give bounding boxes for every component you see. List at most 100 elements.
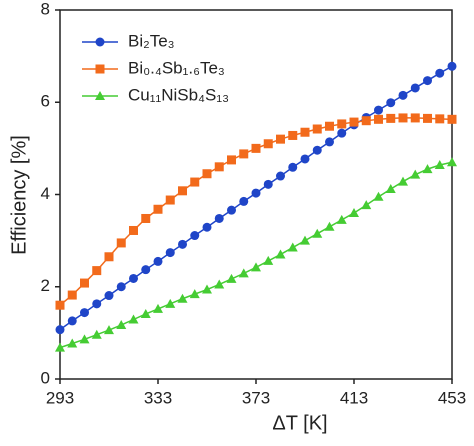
marker: [398, 113, 408, 123]
x-tick-label: 293: [46, 388, 74, 407]
marker: [128, 314, 139, 324]
marker: [275, 249, 286, 259]
marker: [374, 114, 383, 124]
marker: [214, 162, 224, 172]
marker: [129, 225, 138, 235]
marker: [79, 334, 90, 344]
marker: [202, 169, 212, 179]
marker: [140, 308, 151, 318]
marker: [189, 289, 200, 299]
marker: [410, 83, 420, 93]
marker: [398, 176, 408, 186]
marker: [325, 121, 334, 131]
marker: [55, 342, 65, 352]
marker: [374, 105, 383, 115]
marker: [141, 213, 151, 223]
marker: [202, 222, 212, 232]
marker: [67, 338, 78, 348]
marker: [288, 130, 298, 140]
legend-label: Cu₁₁NiSb₄S₁₃: [128, 85, 229, 104]
marker: [165, 298, 176, 308]
marker: [300, 154, 310, 164]
marker: [288, 162, 298, 172]
marker: [312, 124, 322, 134]
marker: [239, 149, 249, 159]
y-tick-label: 0: [41, 368, 50, 387]
marker: [165, 195, 175, 205]
marker: [55, 300, 65, 310]
marker: [263, 139, 273, 149]
marker: [349, 207, 359, 217]
marker: [324, 221, 335, 231]
y-tick-label: 8: [41, 0, 50, 18]
marker: [214, 213, 224, 223]
marker: [336, 214, 347, 224]
marker: [178, 239, 187, 249]
marker: [80, 308, 89, 318]
marker: [214, 279, 225, 289]
marker: [325, 137, 334, 147]
marker: [104, 252, 114, 262]
marker: [263, 255, 274, 265]
marker: [300, 127, 310, 137]
legend-label: Bi₂Te₃: [128, 31, 175, 50]
marker: [435, 68, 445, 78]
marker: [190, 177, 200, 187]
marker: [276, 134, 285, 144]
marker: [422, 164, 433, 174]
marker: [104, 325, 114, 335]
marker: [141, 265, 151, 275]
x-tick-label: 413: [340, 388, 368, 407]
marker: [410, 169, 421, 179]
marker: [80, 278, 89, 288]
marker: [447, 114, 457, 124]
marker: [373, 191, 384, 201]
legend-label: Bi₀.₄Sb₁.₆Te₃: [128, 58, 225, 77]
marker: [227, 155, 236, 165]
marker: [116, 320, 127, 330]
y-axis-label: Efficiency [%]: [8, 135, 30, 255]
marker: [104, 291, 114, 301]
marker: [177, 293, 188, 303]
marker: [67, 290, 77, 300]
marker: [238, 268, 249, 278]
marker: [178, 186, 187, 196]
marker: [67, 316, 77, 326]
marker: [300, 235, 310, 245]
marker: [251, 262, 261, 272]
x-tick-label: 373: [242, 388, 270, 407]
marker: [276, 171, 285, 181]
marker: [153, 303, 163, 313]
marker: [92, 266, 102, 276]
marker: [95, 91, 105, 100]
marker: [116, 238, 126, 248]
marker: [226, 273, 237, 283]
marker: [95, 64, 105, 74]
marker: [386, 98, 396, 108]
marker: [361, 200, 372, 210]
marker: [202, 284, 212, 294]
x-axis-label: ΔT [K]: [272, 412, 327, 434]
x-tick-label: 453: [438, 388, 466, 407]
marker: [434, 159, 445, 169]
marker: [337, 128, 347, 138]
marker: [447, 61, 457, 71]
marker: [349, 117, 359, 127]
marker: [312, 145, 322, 155]
marker: [165, 248, 175, 258]
marker: [190, 231, 200, 241]
marker: [423, 113, 432, 123]
marker: [129, 273, 138, 283]
marker: [91, 329, 102, 339]
marker: [423, 76, 432, 86]
marker: [398, 90, 408, 100]
marker: [95, 37, 105, 47]
marker: [263, 179, 273, 189]
marker: [435, 114, 445, 124]
marker: [153, 256, 163, 266]
marker: [153, 204, 163, 214]
x-tick-label: 333: [144, 388, 172, 407]
marker: [447, 157, 457, 167]
marker: [385, 183, 396, 193]
